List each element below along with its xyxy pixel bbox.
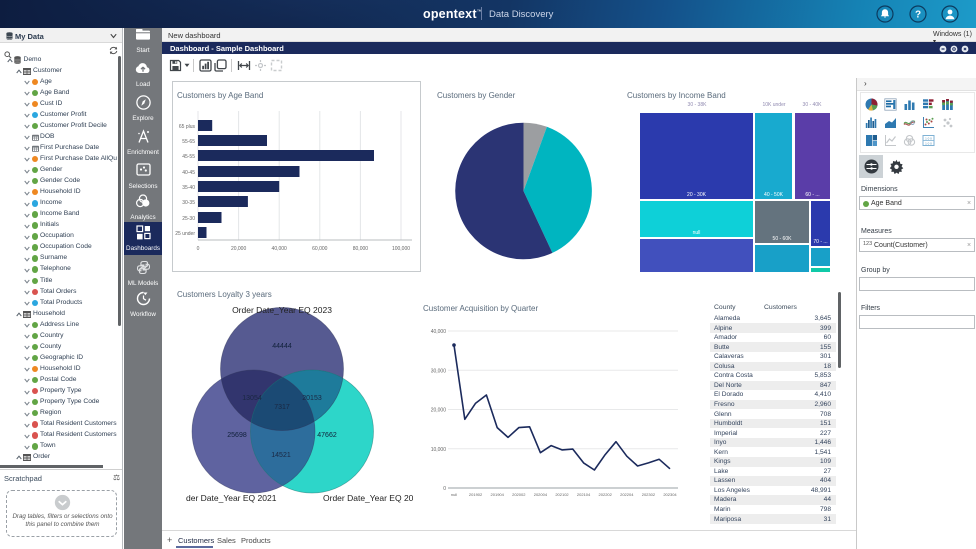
svg-text:13054: 13054: [242, 395, 262, 402]
svg-text:25698: 25698: [227, 432, 247, 439]
svg-text:30,000: 30,000: [431, 368, 447, 374]
svg-text:202202: 202202: [599, 492, 613, 497]
svg-text:45-55: 45-55: [182, 154, 195, 160]
svg-text:65 plus: 65 plus: [179, 124, 196, 130]
svg-text:0: 0: [443, 486, 446, 492]
svg-text:202104: 202104: [577, 492, 591, 497]
svg-text:14521: 14521: [271, 452, 291, 459]
svg-text:20,000: 20,000: [431, 408, 447, 414]
svg-text:202102: 202102: [555, 492, 569, 497]
svg-text:47662: 47662: [317, 432, 337, 439]
svg-text:Order Date_Year EQ 2023: Order Date_Year EQ 2023: [232, 305, 332, 315]
svg-text:1 0 0: 1 0 0: [925, 136, 932, 140]
svg-text:202204: 202204: [620, 492, 634, 497]
svg-text:der Date_Year EQ 2021: der Date_Year EQ 2021: [186, 493, 277, 503]
svg-text:20,000: 20,000: [231, 246, 247, 252]
svg-text:10,000: 10,000: [431, 447, 447, 453]
svg-text:202002: 202002: [512, 492, 526, 497]
svg-text:60,000: 60,000: [312, 246, 328, 252]
svg-text:20153: 20153: [302, 395, 322, 402]
svg-text:Order Date_Year EQ 20: Order Date_Year EQ 20: [323, 493, 414, 503]
svg-text:1 0 0: 1 0 0: [925, 141, 932, 145]
svg-text:35-40: 35-40: [182, 185, 195, 191]
svg-text:55-65: 55-65: [182, 139, 195, 145]
svg-text:25 under: 25 under: [175, 231, 195, 237]
svg-text:201904: 201904: [491, 492, 505, 497]
svg-text:null: null: [451, 492, 457, 497]
svg-text:0: 0: [197, 246, 200, 252]
svg-text:7317: 7317: [274, 404, 290, 411]
svg-text:?: ?: [915, 10, 921, 21]
svg-text:40,000: 40,000: [431, 329, 447, 335]
svg-text:202004: 202004: [534, 492, 548, 497]
svg-text:40,000: 40,000: [272, 246, 288, 252]
svg-text:202302: 202302: [642, 492, 656, 497]
svg-text:30-35: 30-35: [182, 200, 195, 206]
svg-text:44444: 44444: [272, 343, 292, 350]
svg-text:80,000: 80,000: [353, 246, 369, 252]
svg-text:201902: 201902: [469, 492, 483, 497]
svg-text:25-30: 25-30: [182, 216, 195, 222]
svg-text:202304: 202304: [663, 492, 677, 497]
svg-text:100,000: 100,000: [392, 246, 410, 252]
svg-text:40-45: 40-45: [182, 170, 195, 176]
